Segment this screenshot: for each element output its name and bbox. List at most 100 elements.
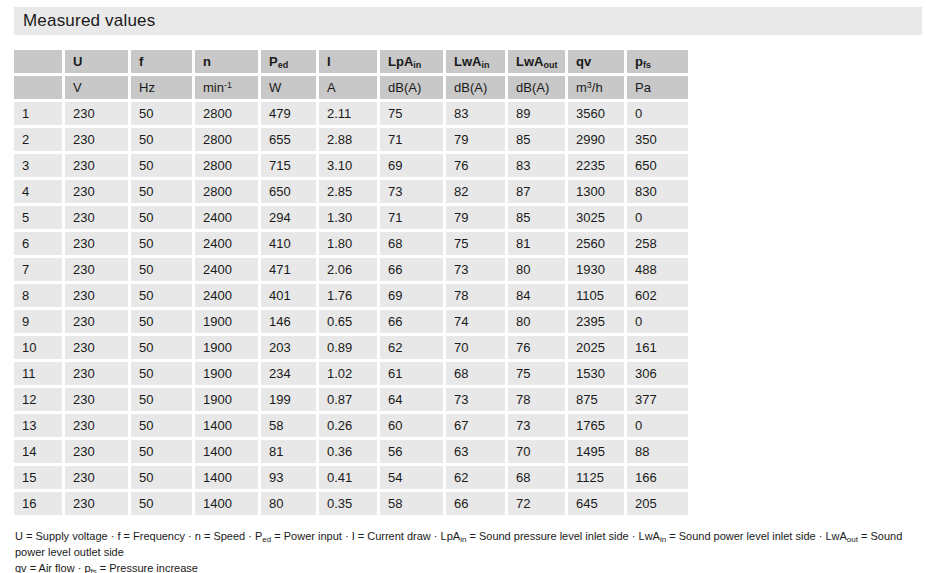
value-cell: 2800 [195, 180, 258, 203]
value-cell: 1900 [195, 310, 258, 333]
header-label-cell-4: Ped [261, 50, 316, 73]
value-cell: 74 [446, 310, 505, 333]
value-cell: 230 [65, 180, 128, 203]
value-cell: 1105 [568, 284, 624, 307]
table-row: 13230501400580.2660677317650 [14, 414, 688, 437]
header-label-cell-5: I [319, 50, 377, 73]
value-cell: 61 [380, 362, 443, 385]
value-cell: 50 [131, 206, 192, 229]
row-number-cell: 5 [14, 206, 62, 229]
value-cell: 50 [131, 154, 192, 177]
value-cell: 0.87 [319, 388, 377, 411]
value-cell: 0.36 [319, 440, 377, 463]
table-row: 12305028004792.1175838935600 [14, 102, 688, 125]
row-number-cell: 8 [14, 284, 62, 307]
value-cell: 72 [508, 492, 565, 515]
value-cell: 2400 [195, 284, 258, 307]
value-cell: 2800 [195, 102, 258, 125]
value-cell: 75 [380, 102, 443, 125]
value-cell: 87 [508, 180, 565, 203]
value-cell: 73 [380, 180, 443, 203]
row-number-cell: 16 [14, 492, 62, 515]
value-cell: 73 [446, 258, 505, 281]
value-cell: 655 [261, 128, 316, 151]
value-cell: 58 [261, 414, 316, 437]
value-cell: 50 [131, 362, 192, 385]
value-cell: 78 [446, 284, 505, 307]
value-cell: 1930 [568, 258, 624, 281]
value-cell: 0.89 [319, 336, 377, 359]
table-row: 92305019001460.6566748023950 [14, 310, 688, 333]
row-number-cell: 3 [14, 154, 62, 177]
table-row: 52305024002941.3071798530250 [14, 206, 688, 229]
value-cell: 69 [380, 284, 443, 307]
value-cell: 84 [508, 284, 565, 307]
datasheet-page: Measured values UfnPedILpAinLwAinLwAoutq… [0, 0, 926, 573]
row-number-cell: 9 [14, 310, 62, 333]
value-cell: 1495 [568, 440, 624, 463]
value-cell: 650 [261, 180, 316, 203]
measured-values-table: UfnPedILpAinLwAinLwAoutqvpfs VHzmin-1WAd… [11, 47, 691, 518]
value-cell: 230 [65, 388, 128, 411]
value-cell: 0.41 [319, 466, 377, 489]
row-number-cell: 2 [14, 128, 62, 151]
value-cell: 78 [508, 388, 565, 411]
value-cell: 234 [261, 362, 316, 385]
value-cell: 76 [446, 154, 505, 177]
value-cell: 50 [131, 284, 192, 307]
value-cell: 1.80 [319, 232, 377, 255]
value-cell: 50 [131, 388, 192, 411]
value-cell: 2025 [568, 336, 624, 359]
value-cell: 80 [508, 310, 565, 333]
value-cell: 3025 [568, 206, 624, 229]
header-unit-cell-10: Pa [627, 76, 688, 99]
table-row: 122305019001990.87647378875377 [14, 388, 688, 411]
value-cell: 80 [508, 258, 565, 281]
value-cell: 50 [131, 180, 192, 203]
value-cell: 1900 [195, 362, 258, 385]
value-cell: 1900 [195, 388, 258, 411]
table-row: 32305028007153.106976832235650 [14, 154, 688, 177]
row-number-cell: 10 [14, 336, 62, 359]
header-unit-cell-8: dB(A) [508, 76, 565, 99]
value-cell: 89 [508, 102, 565, 125]
value-cell: 81 [508, 232, 565, 255]
value-cell: 0 [627, 414, 688, 437]
value-cell: 56 [380, 440, 443, 463]
header-unit-cell-0 [14, 76, 62, 99]
legend: U = Supply voltage · f = Frequency · n =… [15, 528, 915, 573]
header-unit-cell-4: W [261, 76, 316, 99]
value-cell: 2395 [568, 310, 624, 333]
value-cell: 63 [446, 440, 505, 463]
value-cell: 2.88 [319, 128, 377, 151]
table-row: 82305024004011.766978841105602 [14, 284, 688, 307]
value-cell: 199 [261, 388, 316, 411]
value-cell: 0 [627, 206, 688, 229]
value-cell: 650 [627, 154, 688, 177]
header-label-cell-3: n [195, 50, 258, 73]
value-cell: 75 [446, 232, 505, 255]
value-cell: 161 [627, 336, 688, 359]
header-unit-cell-9: m3/h [568, 76, 624, 99]
value-cell: 1530 [568, 362, 624, 385]
table-row: 15230501400930.415462681125166 [14, 466, 688, 489]
table-row: 16230501400800.35586672645205 [14, 492, 688, 515]
value-cell: 60 [380, 414, 443, 437]
value-cell: 62 [446, 466, 505, 489]
row-number-cell: 7 [14, 258, 62, 281]
value-cell: 50 [131, 102, 192, 125]
value-cell: 830 [627, 180, 688, 203]
value-cell: 50 [131, 336, 192, 359]
value-cell: 83 [508, 154, 565, 177]
value-cell: 70 [446, 336, 505, 359]
value-cell: 203 [261, 336, 316, 359]
header-label-cell-8: LwAout [508, 50, 565, 73]
row-number-cell: 13 [14, 414, 62, 437]
value-cell: 2400 [195, 232, 258, 255]
value-cell: 488 [627, 258, 688, 281]
value-cell: 715 [261, 154, 316, 177]
value-cell: 75 [508, 362, 565, 385]
row-number-cell: 14 [14, 440, 62, 463]
value-cell: 73 [508, 414, 565, 437]
legend-line-1: U = Supply voltage · f = Frequency · n =… [15, 528, 915, 560]
